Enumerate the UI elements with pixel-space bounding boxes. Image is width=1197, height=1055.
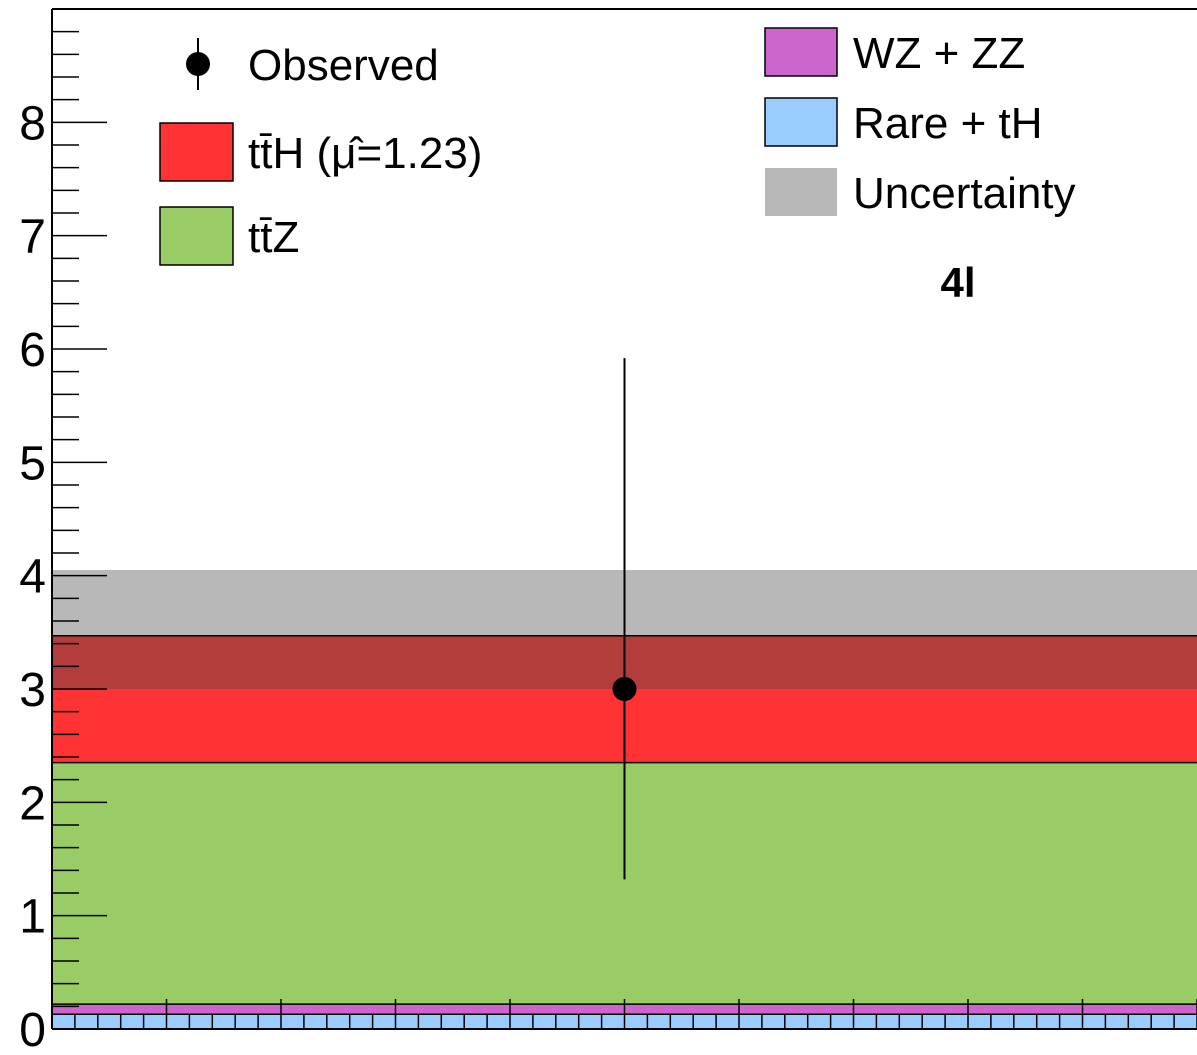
y-tick-label: 0 <box>19 1004 46 1055</box>
legend-label-wzzz: WZ + ZZ <box>853 29 1025 78</box>
legend-label-unc: Uncertainty <box>853 169 1076 218</box>
region-label: 4l <box>940 259 975 306</box>
legend-label-observed: Observed <box>248 41 439 90</box>
y-tick-label: 4 <box>19 551 46 604</box>
y-tick-label: 5 <box>19 437 46 490</box>
legend-swatch-ttz <box>159 206 234 266</box>
legend-label-tth: tt̄H (μ̂=1.23) <box>248 129 482 178</box>
y-tick-label: 2 <box>19 777 46 830</box>
legend-label-ttz: tt̄Z <box>248 213 299 262</box>
y-tick-label: 7 <box>19 211 46 264</box>
legend-observed-marker <box>186 52 210 76</box>
y-tick-label: 3 <box>19 664 46 717</box>
x-axis-ticks <box>51 999 1197 1029</box>
legend-swatch-rare <box>764 97 838 147</box>
legend-label-rare: Rare + tH <box>853 99 1043 148</box>
observed-point <box>612 358 637 880</box>
legend-swatch-unc <box>765 168 837 216</box>
y-tick-label: 6 <box>19 324 46 377</box>
y-tick-label: 8 <box>19 97 46 150</box>
legend-swatch-wzzz <box>764 27 838 77</box>
observed-marker <box>612 677 637 701</box>
y-tick-label: 1 <box>19 891 46 944</box>
legend-swatch-tth <box>159 122 234 182</box>
y-axis: 0 1 2 3 4 5 6 7 8 <box>19 8 107 1055</box>
legend: Observed tt̄H (μ̂=1.23) tt̄Z WZ + ZZ Rare + … <box>159 27 1076 266</box>
